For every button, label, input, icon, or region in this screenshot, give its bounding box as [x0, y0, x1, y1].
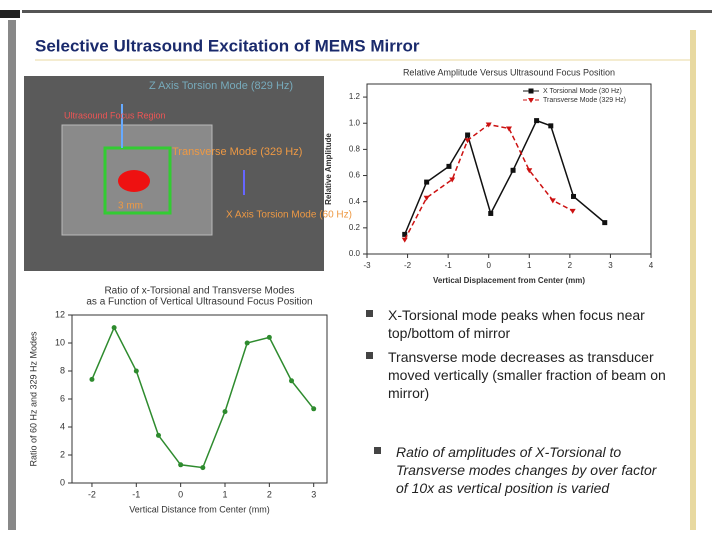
data-point [506, 126, 512, 132]
bullet-text: Ratio of amplitudes of X-Torsional to Tr… [396, 444, 657, 496]
legend-marker [528, 98, 534, 103]
x-axis-label: Vertical Distance from Center (mm) [129, 504, 270, 514]
decor [690, 30, 696, 530]
decor [8, 20, 16, 530]
x-tick-label: -1 [132, 489, 140, 499]
x-tick-label: 4 [649, 261, 654, 270]
x-tick-label: 1 [527, 261, 532, 270]
x-axis-label: Vertical Displacement from Center (mm) [433, 276, 585, 285]
y-tick-label: 8 [60, 365, 65, 375]
data-point [244, 340, 250, 346]
data-point [510, 167, 516, 173]
data-point [178, 462, 184, 468]
legend-marker [528, 88, 534, 94]
data-point [549, 198, 556, 204]
photo-label: Transverse Mode (329 Hz) [172, 146, 302, 158]
mirror-outline [103, 146, 172, 215]
bullet: Transverse mode decreases as transducer … [366, 348, 668, 402]
y-tick-label: 2 [60, 449, 65, 459]
y-axis-label: Relative Amplitude [324, 133, 333, 205]
legend-label: Transverse Mode (329 Hz) [543, 97, 626, 104]
data-point [222, 409, 228, 415]
data-point [446, 163, 452, 169]
y-tick-label: 6 [60, 393, 65, 403]
y-tick-label: 1.2 [349, 92, 361, 101]
x-tick-label: 1 [222, 489, 227, 499]
photo-label: 3 mm [118, 201, 143, 212]
x-tick-label: 0 [178, 489, 183, 499]
data-point [89, 376, 95, 382]
x-tick-label: 3 [608, 261, 613, 270]
data-point [289, 378, 295, 384]
slide-title: Selective Ultrasound Excitation of MEMS … [35, 36, 420, 55]
bullet: X-Torsional mode peaks when focus near t… [366, 306, 668, 342]
data-point [266, 334, 272, 340]
data-point [401, 237, 408, 243]
y-axis-label: Ratio of 60 Hz and 329 Hz Modes [28, 331, 38, 467]
x-tick-label: 2 [568, 261, 573, 270]
x-tick-label: -2 [404, 261, 412, 270]
chart-title: Relative Amplitude Versus Ultrasound Foc… [403, 67, 615, 77]
data-point [485, 122, 492, 128]
data-point [602, 220, 608, 226]
data-point [569, 208, 576, 214]
y-tick-label: 12 [55, 309, 65, 319]
data-point [155, 432, 161, 438]
data-point [311, 406, 317, 412]
data-point [548, 123, 554, 129]
series-line [404, 123, 574, 240]
y-tick-label: 0.8 [349, 144, 361, 153]
photo-label: Ultrasound Focus Region [64, 110, 166, 120]
x-tick-label: -3 [363, 261, 371, 270]
y-tick-label: 10 [55, 337, 65, 347]
y-tick-label: 1.0 [349, 118, 361, 127]
y-tick-label: 0.4 [349, 197, 361, 206]
data-point [464, 138, 471, 144]
bullet-text: Transverse mode decreases as transducer … [388, 349, 666, 401]
chart-title: as a Function of Vertical Ultrasound Foc… [86, 297, 312, 308]
x-tick-label: 0 [486, 261, 491, 270]
data-point [424, 179, 430, 185]
photo-label: Z Axis Torsion Mode (829 Hz) [149, 80, 293, 92]
data-point [423, 195, 430, 201]
bullet: Ratio of amplitudes of X-Torsional to Tr… [374, 443, 666, 497]
series-line [91, 325, 315, 469]
y-tick-label: 0.2 [349, 223, 361, 232]
decor [22, 10, 712, 13]
y-tick-label: 0.0 [349, 249, 361, 258]
legend-label: X Torsional Mode (30 Hz) [543, 88, 622, 95]
y-tick-label: 0 [60, 477, 65, 487]
data-point [133, 368, 139, 374]
x-tick-label: -2 [88, 489, 96, 499]
decor [0, 10, 20, 18]
data-point [449, 177, 456, 183]
y-tick-label: 4 [60, 421, 65, 431]
bullet-text: X-Torsional mode peaks when focus near t… [388, 307, 645, 341]
chart-title: Ratio of x-Torsional and Transverse Mode… [104, 286, 294, 297]
focus-spot [118, 170, 150, 192]
data-point [200, 465, 206, 471]
x-tick-label: -1 [445, 261, 453, 270]
data-point [488, 210, 494, 216]
data-point [526, 168, 533, 174]
photo-label: X Axis Torsion Mode (60 Hz) [226, 210, 352, 221]
data-point [465, 132, 471, 138]
x-tick-label: 3 [311, 489, 316, 499]
data-point [111, 325, 117, 331]
plot-frame [71, 314, 328, 484]
y-tick-label: 0.6 [349, 171, 361, 180]
data-point [534, 118, 540, 124]
data-point [402, 231, 408, 237]
data-point [571, 193, 577, 199]
series-line [404, 119, 606, 235]
plot-frame [366, 83, 652, 255]
x-tick-label: 2 [267, 489, 272, 499]
